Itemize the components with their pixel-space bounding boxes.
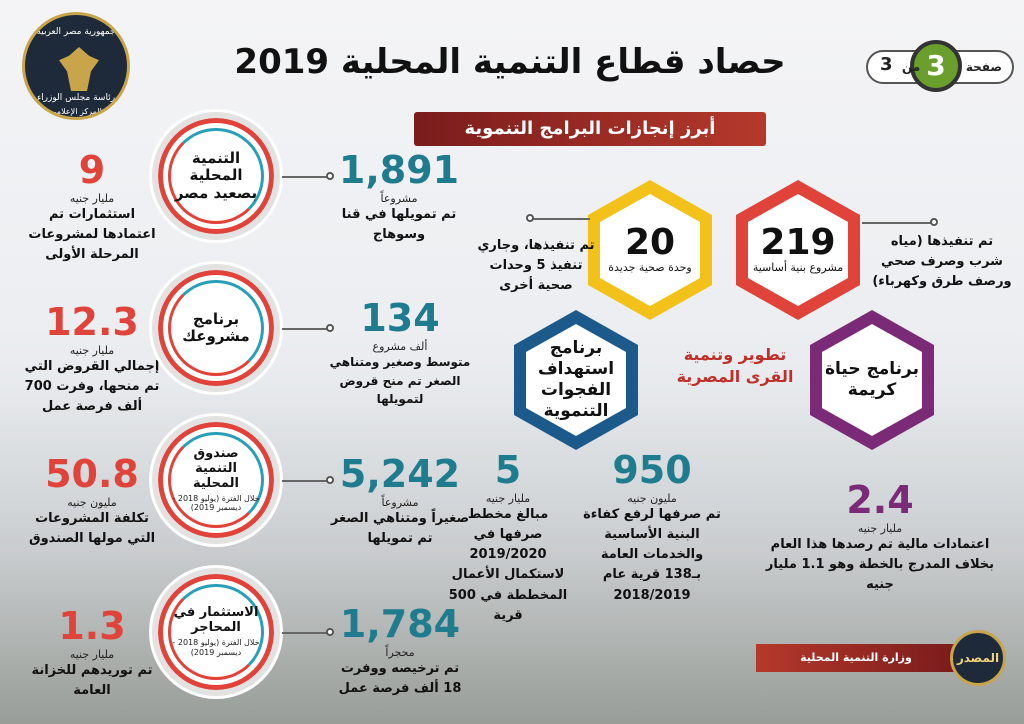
connector-dot xyxy=(326,628,334,636)
cabinet-logo: جمهورية مصر العربية رئاسة مجلس الوزراء ا… xyxy=(22,12,130,120)
mid-unit: مشروعاً xyxy=(380,192,418,205)
mid-value: 134 xyxy=(360,296,440,340)
of-label: من xyxy=(902,60,921,74)
ring-fund: صندوق التنمية المحلية خلال الفترة (يوليو … xyxy=(152,416,280,544)
mid-desc: تم ترخيصه ووفرت 18 ألف فرصة عمل xyxy=(338,661,462,697)
hex-text: وحدة صحية جديدة xyxy=(608,260,692,274)
left-value: 50.8 xyxy=(45,452,139,496)
logo-line-1: جمهورية مصر العربية xyxy=(36,27,116,37)
hex-purple: برنامج حياة كريمة xyxy=(810,310,934,450)
stat-value: 2.4 xyxy=(846,478,914,522)
logo-line-2: رئاسة مجلس الوزراء xyxy=(36,93,116,103)
ring-subtitle: خلال الفترة (يوليو 2018 - ديسمبر 2019) xyxy=(172,638,260,657)
center-caption: تطوير وتنمية القرى المصرية xyxy=(676,345,794,387)
mid-desc: تم تمويلها في قنا وسوهاج xyxy=(341,207,457,243)
connector-dot xyxy=(326,172,334,180)
mid-item-3: 5,242 مشروعاً صغيراً ومتناهي الصغر تم تم… xyxy=(330,452,470,549)
left-unit: مليار جنيه xyxy=(69,192,115,205)
mid-desc: صغيراً ومتناهي الصغر تم تمويلها xyxy=(330,511,470,547)
ring-title: صندوق التنمية المحلية xyxy=(193,446,239,491)
mid-item-1: 1,891 مشروعاً تم تمويلها في قنا وسوهاج xyxy=(334,148,464,245)
mid-item-4: 1,784 محجراً تم ترخيصه ووفرت 18 ألف فرصة… xyxy=(330,602,470,699)
left-unit: مليار جنيه xyxy=(69,648,115,661)
connector xyxy=(282,480,330,482)
left-item-1: 9 مليار جنيه استثمارات تم اعتمادها لمشرو… xyxy=(22,148,162,265)
connector-dot xyxy=(526,214,534,222)
stat-unit: مليار جنيه xyxy=(485,492,531,505)
ring-title: برنامج مشروعك xyxy=(182,309,250,345)
connector xyxy=(530,218,590,220)
left-item-3: 50.8 مليون جنيه تكلفة المشروعات التي مول… xyxy=(22,452,162,549)
bottom-stat-950: 950 مليون جنيه تم صرفها لرفع كفاءة البني… xyxy=(582,448,722,606)
red-callout: تم تنفيذها (مياه شرب وصرف صحي ورصف طرق و… xyxy=(872,232,1012,292)
connector xyxy=(282,632,330,634)
left-item-4: 1.3 مليار جنيه تم توريدهم للخزانة العامة xyxy=(22,604,162,701)
mid-desc: متوسط وصغير ومتناهي الصغر تم منح قروض لت… xyxy=(329,355,471,407)
stat-unit: مليار جنيه xyxy=(857,522,903,535)
hex-name: برنامج استهداف الفجوات التنموية xyxy=(537,337,615,422)
ring-mashrouak: برنامج مشروعك xyxy=(152,264,280,392)
mid-value: 5,242 xyxy=(339,452,461,496)
section-banner: أبرز إنجازات البرامج التنموية xyxy=(414,112,766,146)
page-number: 3 xyxy=(910,40,962,92)
mid-unit: محجراً xyxy=(385,646,415,659)
logo-line-3: المركز الإعلامي xyxy=(50,107,102,116)
ring-title: الاستثمار في المحاجر xyxy=(173,605,259,636)
mid-unit: مشروعاً xyxy=(381,496,419,509)
bottom-stat-2-4: 2.4 مليار جنيه اعتمادات مالية تم رصدها ه… xyxy=(760,478,1000,595)
source-label: المصدر xyxy=(950,630,1006,686)
ring-quarries: الاستثمار في المحاجر خلال الفترة (يوليو 2… xyxy=(152,568,280,696)
connector xyxy=(862,222,932,224)
source-value: وزارة التنمية المحلية xyxy=(756,644,956,672)
hex-red: 219 مشروع بنية أساسية xyxy=(736,180,860,320)
left-value: 1.3 xyxy=(58,604,126,648)
mid-value: 1,891 xyxy=(338,148,460,192)
connector xyxy=(282,328,330,330)
connector-dot xyxy=(326,476,334,484)
left-desc: تكلفة المشروعات التي مولها الصندوق xyxy=(28,511,156,547)
left-unit: مليون جنيه xyxy=(67,496,117,509)
left-desc: تم توريدهم للخزانة العامة xyxy=(31,663,153,699)
callout-text: تم تنفيذها، وجاري تنفيذ 5 وحدات صحية أخر… xyxy=(477,238,595,294)
page-label: صفحة xyxy=(965,60,1002,74)
left-value: 12.3 xyxy=(45,300,139,344)
stat-desc: تم صرفها لرفع كفاءة البنية الأساسية والخ… xyxy=(583,507,721,603)
stat-value: 950 xyxy=(612,448,692,492)
left-unit: مليار جنيه xyxy=(69,344,115,357)
hex-text: مشروع بنية أساسية xyxy=(752,260,844,274)
page-indicator: صفحة 3 من 3 xyxy=(866,40,1014,92)
mid-item-2: 134 ألف مشروع متوسط وصغير ومتناهي الصغر … xyxy=(326,296,474,409)
ring-upper-egypt: التنمية المحلية بصعيد مصر xyxy=(152,112,280,240)
callout-text: تم تنفيذها (مياه شرب وصرف صحي ورصف طرق و… xyxy=(872,234,1012,290)
left-desc: استثمارات تم اعتمادها لمشروعات المرحلة ا… xyxy=(28,207,156,263)
hex-value: 219 xyxy=(760,221,836,263)
ring-subtitle: خلال الفترة (يوليو 2018 - ديسمبر 2019) xyxy=(172,493,260,513)
mid-unit: ألف مشروع xyxy=(372,340,428,353)
stat-unit: مليون جنيه xyxy=(627,492,677,505)
connector xyxy=(282,176,330,178)
hex-yellow: 20 وحدة صحية جديدة xyxy=(588,180,712,320)
left-value: 9 xyxy=(78,148,106,192)
connector-dot xyxy=(930,218,938,226)
stat-desc: مبالغ مخطط صرفها في 2019/2020 لاستكمال ا… xyxy=(448,507,568,623)
hex-value: 20 xyxy=(624,221,676,263)
mid-value: 1,784 xyxy=(339,602,461,646)
hex-blue: برنامج استهداف الفجوات التنموية xyxy=(514,310,638,450)
eagle-icon xyxy=(59,47,99,91)
hex-name: برنامج حياة كريمة xyxy=(824,358,920,400)
yellow-callout: تم تنفيذها، وجاري تنفيذ 5 وحدات صحية أخر… xyxy=(476,236,596,296)
left-item-2: 12.3 مليار جنيه إجمالي القروض التي تم من… xyxy=(22,300,162,417)
page-title: حصاد قطاع التنمية المحلية 2019 xyxy=(234,42,786,82)
stat-value: 5 xyxy=(494,448,522,492)
page-total: 3 xyxy=(880,54,893,75)
left-desc: إجمالي القروض التي تم منحها، وفرت 700 أل… xyxy=(24,359,160,415)
connector-dot xyxy=(326,324,334,332)
stat-desc: اعتمادات مالية تم رصدها هذا العام بخلاف … xyxy=(765,537,995,593)
bottom-stat-5: 5 مليار جنيه مبالغ مخطط صرفها في 2019/20… xyxy=(448,448,568,626)
ring-title: التنمية المحلية بصعيد مصر xyxy=(174,149,258,202)
